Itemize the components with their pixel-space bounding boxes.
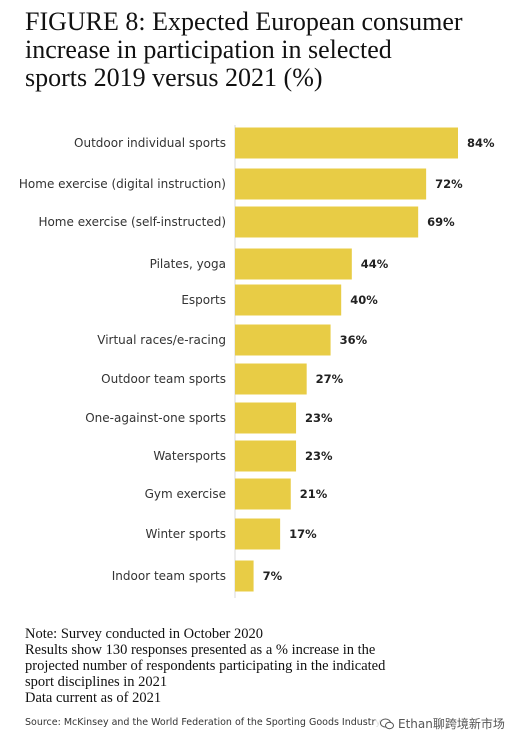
note-line: Note: Survey conducted in October 2020 <box>25 626 263 642</box>
watermark-text: Ethan聊跨境新市场 <box>398 717 505 731</box>
bar <box>235 518 281 550</box>
source-text: Source: McKinsey and the World Federatio… <box>25 717 382 728</box>
bar <box>235 324 331 356</box>
value-labels: 84% 72% 69% 44% 40% 36% 27% 23% 23% 21% 17% 7% <box>263 136 495 583</box>
value-label: 69% <box>427 215 455 229</box>
category-label: Gym exercise <box>145 487 226 501</box>
chart-notes: Note: Survey conducted in October 2020 R… <box>25 626 505 706</box>
value-label: 23% <box>305 449 333 463</box>
bar <box>235 168 427 200</box>
category-labels: Outdoor individual sports Home exercise (… <box>19 136 226 583</box>
category-label: Outdoor team sports <box>101 372 226 386</box>
value-label: 40% <box>350 293 378 307</box>
bar <box>235 402 297 434</box>
watermark: Ethan聊跨境新市场 <box>376 714 509 733</box>
bar <box>235 206 419 238</box>
bar <box>235 248 352 280</box>
category-label: Outdoor individual sports <box>74 136 226 150</box>
bar <box>235 127 458 159</box>
category-label: Home exercise (digital instruction) <box>19 177 226 191</box>
value-label: 27% <box>316 372 344 386</box>
bar <box>235 284 342 316</box>
chart-title: FIGURE 8: Expected European consumer inc… <box>25 7 463 92</box>
value-label: 17% <box>289 527 317 541</box>
category-label: One-against-one sports <box>85 411 226 425</box>
wechat-icon <box>380 718 394 729</box>
bar <box>235 560 254 592</box>
bar-chart: Outdoor individual sports Home exercise (… <box>19 125 495 598</box>
value-label: 72% <box>435 177 463 191</box>
category-label: Winter sports <box>146 527 226 541</box>
category-label: Home exercise (self-instructed) <box>38 215 226 229</box>
category-label: Virtual races/e-racing <box>97 333 226 347</box>
note-line: projected number of respondents particip… <box>25 658 386 674</box>
value-label: 7% <box>263 569 283 583</box>
category-label: Pilates, yoga <box>150 257 226 271</box>
bar <box>235 363 307 395</box>
note-line: sport disciplines in 2021 <box>25 674 168 690</box>
bar <box>235 440 297 472</box>
bar <box>235 478 291 510</box>
bars-group <box>235 127 458 592</box>
note-line: Data current as of 2021 <box>25 690 162 706</box>
value-label: 21% <box>300 487 328 501</box>
category-label: Indoor team sports <box>112 569 226 583</box>
value-label: 84% <box>467 136 495 150</box>
category-label: Esports <box>181 293 226 307</box>
value-label: 36% <box>340 333 368 347</box>
value-label: 44% <box>361 257 389 271</box>
value-label: 23% <box>305 411 333 425</box>
note-line: Results show 130 responses presented as … <box>25 642 376 658</box>
category-label: Watersports <box>153 449 226 463</box>
